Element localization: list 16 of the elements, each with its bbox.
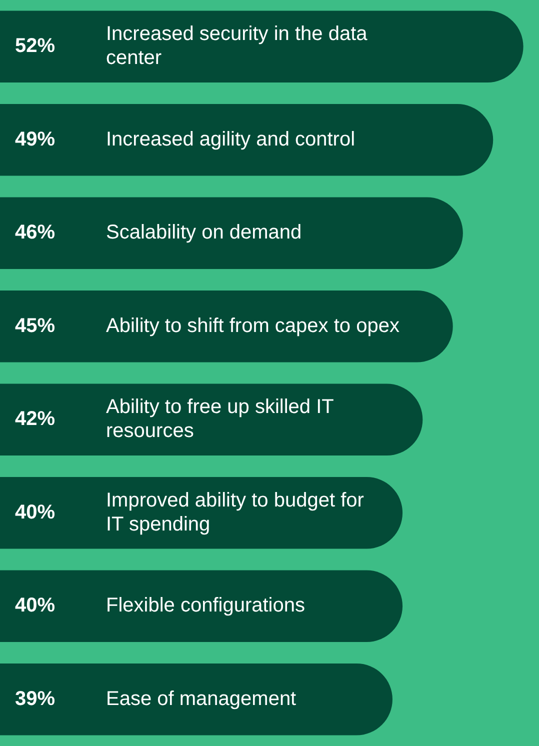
data-label: 49% bbox=[15, 128, 56, 150]
y-tick-label: Increased agility and control bbox=[106, 128, 356, 150]
y-tick-label: Improved ability to budget for IT spending bbox=[106, 489, 364, 536]
data-label: 45% bbox=[15, 314, 56, 337]
y-tick-label: Increased security in the data center bbox=[106, 23, 368, 70]
data-label: 46% bbox=[15, 222, 56, 244]
y-tick-label: Flexible configurations bbox=[106, 594, 305, 617]
y-tick-label: Scalability on demand bbox=[106, 222, 302, 244]
data-label: 52% bbox=[15, 35, 56, 58]
y-tick-label: Ability to shift from capex to opex bbox=[106, 314, 400, 337]
y-tick-label: Ability to free up skilled IT resources bbox=[106, 396, 334, 442]
data-label: 42% bbox=[15, 408, 56, 430]
y-tick-label: Ease of management bbox=[106, 688, 297, 710]
data-label: 40% bbox=[15, 501, 56, 524]
data-label: 39% bbox=[15, 688, 56, 710]
data-label: 40% bbox=[15, 594, 56, 617]
